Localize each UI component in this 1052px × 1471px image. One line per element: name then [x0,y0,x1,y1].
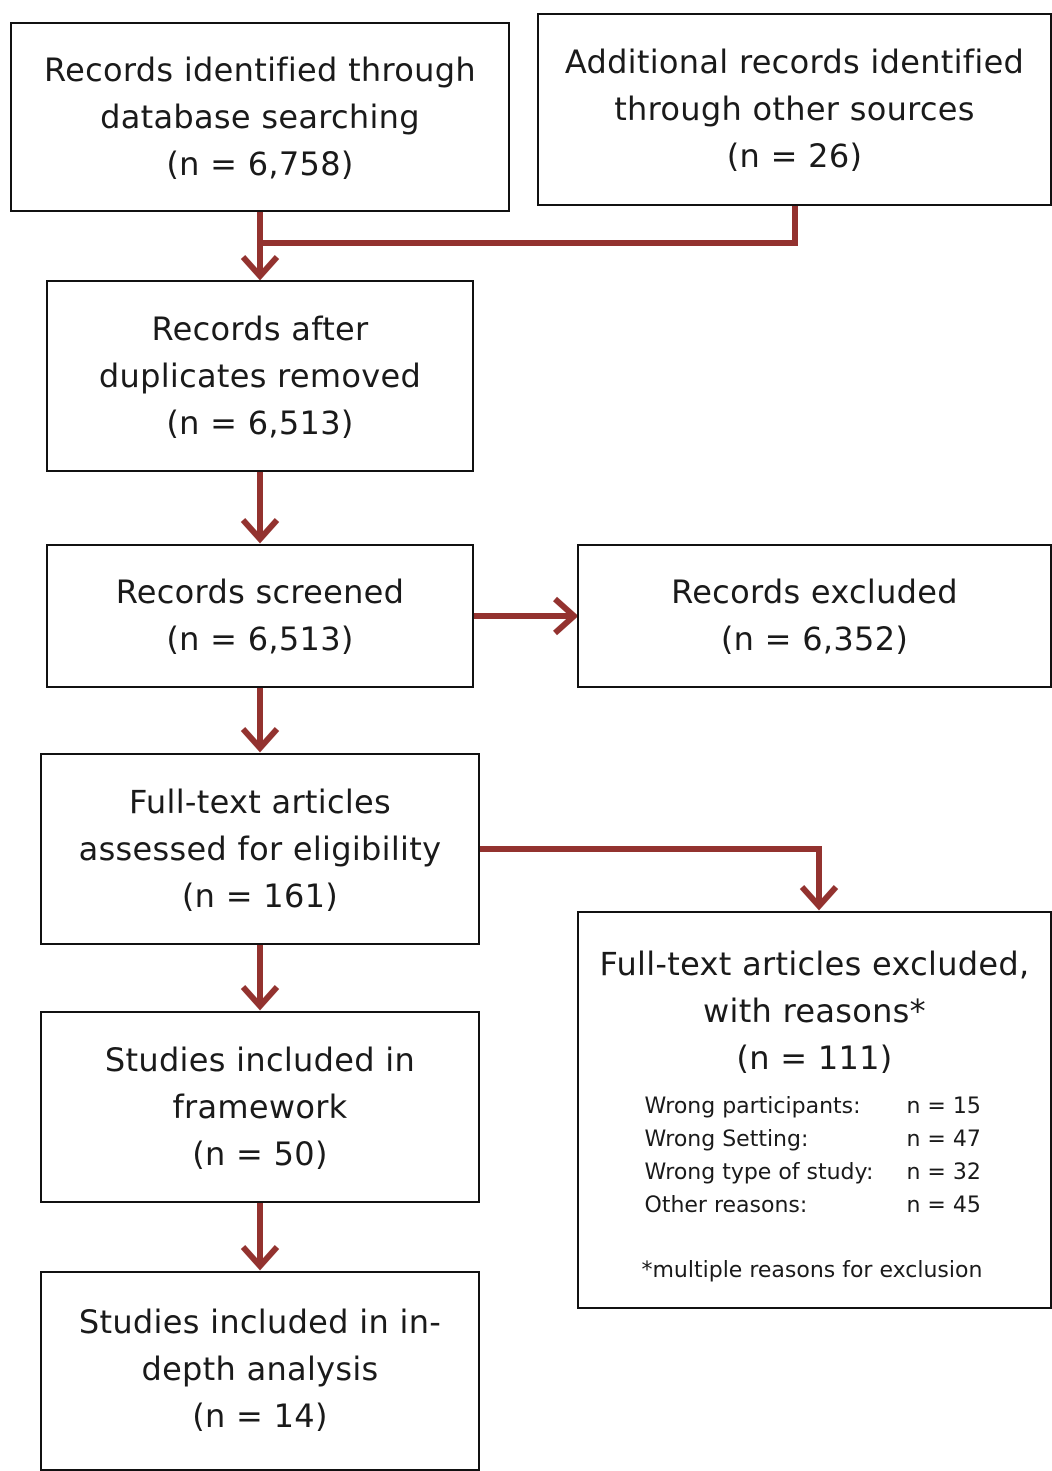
arrowhead-icon [240,1244,280,1271]
reason-row: Other reasons: n = 45 [645,1189,985,1222]
reason-row: Wrong participants: n = 15 [645,1090,985,1123]
reason-label: Wrong participants: [644,1094,861,1119]
studies-in-depth-text: Studies included in in- depth analysis (… [78,1303,442,1435]
database-records-text: Records identified through database sear… [44,50,476,183]
arrowhead-icon [240,517,280,544]
box-after-duplicates: Records after duplicates removed (n = 6,… [46,280,474,472]
box-full-text-assessed: Full-text articles assessed for eligibil… [40,753,480,945]
studies-framework-text: Studies included in framework (n = 50) [104,1040,416,1173]
merge-connector-line [257,206,798,246]
box-studies-framework: Studies included in framework (n = 50) [40,1011,480,1203]
reason-count: n = 15 [906,1094,981,1119]
after-duplicates-text: Records after duplicates removed (n = 6,… [98,309,422,442]
box-full-text-excluded: Full-text articles excluded, with reason… [577,911,1052,1309]
arrowhead-icon [240,254,280,281]
exclusion-footnote: *multiple reasons for exclusion [641,1258,983,1283]
reason-count: n = 32 [906,1160,981,1185]
reason-count: n = 47 [906,1127,981,1152]
box-studies-in-depth: Studies included in in- depth analysis (… [40,1271,480,1471]
other-sources-text: Additional records identified through ot… [564,43,1025,175]
full-text-excluded-text: Full-text articles excluded, with reason… [599,945,1030,1077]
records-excluded-text: Records excluded (n = 6,352) [671,573,958,658]
box-records-excluded: Records excluded (n = 6,352) [577,544,1052,688]
exclusion-reasons-list: Wrong participants: n = 15 Wrong Setting… [645,1090,985,1222]
arrowhead-icon [799,884,839,911]
box-database-records: Records identified through database sear… [10,22,510,212]
arrowhead-icon [552,596,579,636]
reason-label: Wrong type of study: [644,1160,874,1185]
reason-count: n = 45 [906,1193,981,1218]
arrowhead-icon [240,984,280,1011]
full-text-assessed-text: Full-text articles assessed for eligibil… [78,782,442,915]
box-records-screened: Records screened (n = 6,513) [46,544,474,688]
reason-label: Other reasons: [644,1193,808,1218]
records-screened-text: Records screened (n = 6,513) [115,573,405,658]
reason-row: Wrong Setting: n = 47 [645,1123,985,1156]
arrow-to-full-text-excluded [480,846,822,905]
reason-label: Wrong Setting: [644,1127,809,1152]
arrowhead-icon [240,726,280,753]
box-other-sources: Additional records identified through ot… [537,13,1052,206]
reason-row: Wrong type of study: n = 32 [645,1156,985,1189]
